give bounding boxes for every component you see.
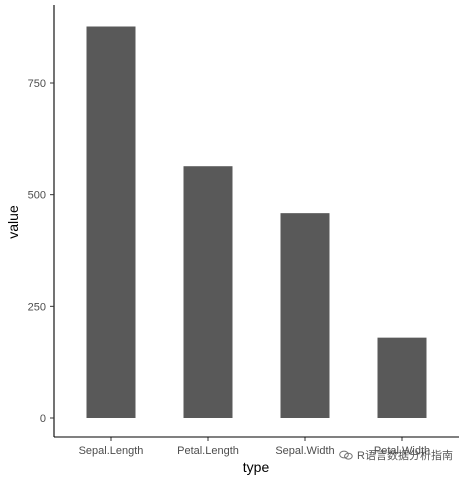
x-tick-label: Sepal.Width [275, 445, 334, 457]
x-tick-label: Petal.Width [374, 445, 430, 457]
x-axis-title: type [243, 459, 270, 475]
bar-petal-length [183, 166, 233, 418]
bar-sepal-width [280, 213, 330, 418]
bar-sepal-length [86, 26, 136, 418]
x-tick-label: Petal.Length [177, 445, 239, 457]
watermark-text: R语言数据分析指南 [357, 450, 453, 462]
wechat-icon [339, 450, 353, 460]
y-tick-label: 0 [40, 413, 46, 425]
axes-layer: Sepal.Length Petal.Length Sepal.Width Petal… [28, 5, 459, 457]
y-tick-label: 250 [28, 301, 46, 313]
bar-petal-width [377, 337, 427, 418]
y-tick-label: 750 [28, 78, 46, 90]
y-axis-title: value [5, 205, 21, 239]
watermark: R语言数据分析指南 [339, 447, 453, 463]
bars-layer [86, 26, 427, 418]
x-tick-label: Sepal.Length [79, 445, 144, 457]
y-tick-label: 500 [28, 190, 46, 202]
